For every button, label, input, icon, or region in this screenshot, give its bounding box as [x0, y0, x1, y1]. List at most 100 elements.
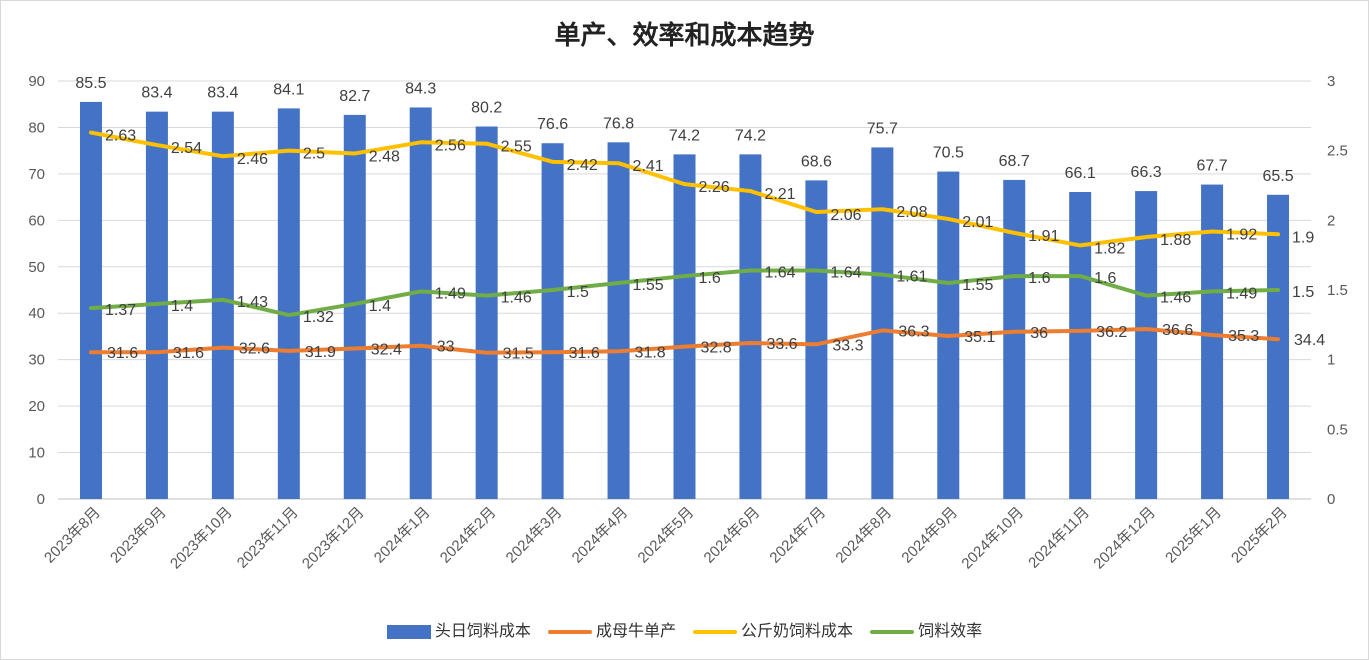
- line-data-label: 32.4: [371, 342, 402, 359]
- line-data-label: 2.01: [962, 214, 993, 231]
- bar-data-label: 68.7: [999, 153, 1030, 170]
- line-data-label: 2.21: [764, 186, 795, 203]
- legend-swatch-icon: [870, 629, 915, 634]
- bar: [871, 147, 894, 499]
- line-data-label: 1.6: [1028, 270, 1050, 287]
- x-tick-label: 2024年1月: [371, 504, 434, 567]
- x-tick-label: 2023年8月: [41, 504, 104, 567]
- x-tick-label: 2024年8月: [832, 504, 895, 567]
- line-data-label: 31.8: [635, 344, 666, 361]
- bar: [541, 143, 564, 500]
- x-tick-label: 2023年10月: [167, 504, 236, 573]
- bar-data-label: 83.4: [207, 85, 238, 102]
- x-tick-label: 2024年5月: [635, 504, 698, 567]
- bar: [1201, 184, 1224, 499]
- bar: [607, 142, 630, 499]
- y-left-tick-label: 30: [28, 352, 45, 369]
- bar: [1003, 179, 1026, 499]
- bar-data-label: 85.5: [75, 75, 106, 92]
- bar: [475, 126, 498, 499]
- line-data-label: 2.5: [303, 146, 325, 163]
- line-data-label: 1.49: [435, 285, 466, 302]
- bar-data-label: 66.3: [1131, 164, 1162, 181]
- line-data-label: 1.61: [896, 269, 927, 286]
- y-left-tick-label: 40: [28, 305, 45, 322]
- line-data-label: 1.6: [1094, 270, 1116, 287]
- bar: [409, 107, 432, 500]
- bar-data-label: 74.2: [735, 127, 766, 144]
- y-left-tick-label: 80: [28, 119, 45, 136]
- bar-data-label: 83.4: [141, 85, 172, 102]
- line-data-label: 33.6: [766, 336, 797, 353]
- line-data-label: 1.55: [633, 277, 664, 294]
- legend-item-yield: 成母牛单产: [547, 617, 676, 641]
- line-data-label: 1.37: [105, 302, 136, 319]
- line-data-label: 31.6: [107, 345, 138, 362]
- line-data-label: 2.06: [830, 207, 861, 224]
- x-tick-label: 2025年2月: [1228, 504, 1291, 567]
- line-data-label: 1.64: [764, 264, 795, 281]
- y-right-tick-label: 1: [1327, 352, 1335, 369]
- y-left-tick-label: 0: [37, 491, 45, 508]
- y-right-tick-label: 1.5: [1327, 282, 1348, 299]
- bar: [673, 154, 696, 500]
- line-data-label: 1.9: [1292, 229, 1314, 246]
- legend-item-bar-series: 头日饲料成本: [386, 617, 531, 641]
- chart-title: 单产、效率和成本趋势: [554, 21, 815, 51]
- legend-item-milk-cost: 公斤奶饲料成本: [693, 617, 853, 641]
- x-tick-label: 2024年9月: [898, 504, 961, 567]
- line-data-label: 1.5: [567, 284, 589, 301]
- line-data-label: 1.92: [1226, 226, 1257, 243]
- line-data-label: 35.3: [1228, 328, 1259, 345]
- bar-data-label: 66.1: [1065, 165, 1096, 182]
- bar-data-label: 74.2: [669, 127, 700, 144]
- y-left-tick-label: 50: [28, 259, 45, 276]
- line-data-label: 2.08: [896, 204, 927, 221]
- legend-label: 饲料效率: [918, 621, 983, 640]
- bar: [805, 180, 828, 499]
- legend-swatch-icon: [386, 624, 431, 639]
- y-right-tick-label: 0.5: [1327, 421, 1348, 438]
- line-data-label: 36.3: [898, 323, 929, 340]
- line-data-label: 2.54: [171, 140, 202, 157]
- line-data-label: 2.46: [237, 151, 268, 168]
- bar-data-label: 84.3: [405, 80, 436, 97]
- y-left-tick-label: 20: [28, 398, 45, 415]
- line-data-label: 33: [437, 339, 455, 356]
- bar: [79, 101, 102, 500]
- legend: 头日饲料成本 成母牛单产 公斤奶饲料成本 饲料效率: [1, 617, 1368, 641]
- line-data-label: 2.41: [633, 158, 664, 175]
- line-data-label: 1.64: [830, 264, 861, 281]
- line-data-label: 1.32: [303, 309, 334, 326]
- y-right-tick-label: 0: [1327, 491, 1335, 508]
- line-data-label: 31.5: [503, 346, 534, 363]
- line-data-label: 1.46: [501, 290, 532, 307]
- bar: [1135, 191, 1158, 499]
- line-data-label: 1.6: [699, 270, 721, 287]
- bar: [1069, 192, 1092, 499]
- line-data-label: 36.2: [1096, 324, 1127, 341]
- line-data-label: 1.88: [1160, 232, 1191, 249]
- x-tick-label: 2024年2月: [437, 504, 500, 567]
- y-left-tick-label: 60: [28, 212, 45, 229]
- bar-data-label: 76.6: [537, 116, 568, 133]
- x-tick-label: 2024年4月: [569, 504, 632, 567]
- line-data-label: 1.49: [1226, 285, 1257, 302]
- line-data-label: 34.4: [1294, 332, 1325, 349]
- line-data-label: 2.55: [501, 139, 532, 156]
- x-tick-label: 2025年1月: [1162, 504, 1225, 567]
- line-data-label: 1.46: [1160, 290, 1191, 307]
- x-tick-label: 2024年10月: [958, 504, 1027, 573]
- y-left-tick-label: 90: [28, 73, 45, 90]
- x-tick-label: 2024年11月: [1025, 504, 1093, 572]
- x-tick-label: 2024年12月: [1090, 504, 1159, 573]
- line-data-label: 31.6: [569, 345, 600, 362]
- bar: [211, 111, 234, 500]
- x-tick-label: 2024年7月: [766, 504, 829, 567]
- y-right-tick-label: 2: [1327, 212, 1335, 229]
- bar: [277, 108, 300, 499]
- line-data-label: 35.1: [964, 329, 995, 346]
- y-right-tick-label: 3: [1327, 73, 1335, 90]
